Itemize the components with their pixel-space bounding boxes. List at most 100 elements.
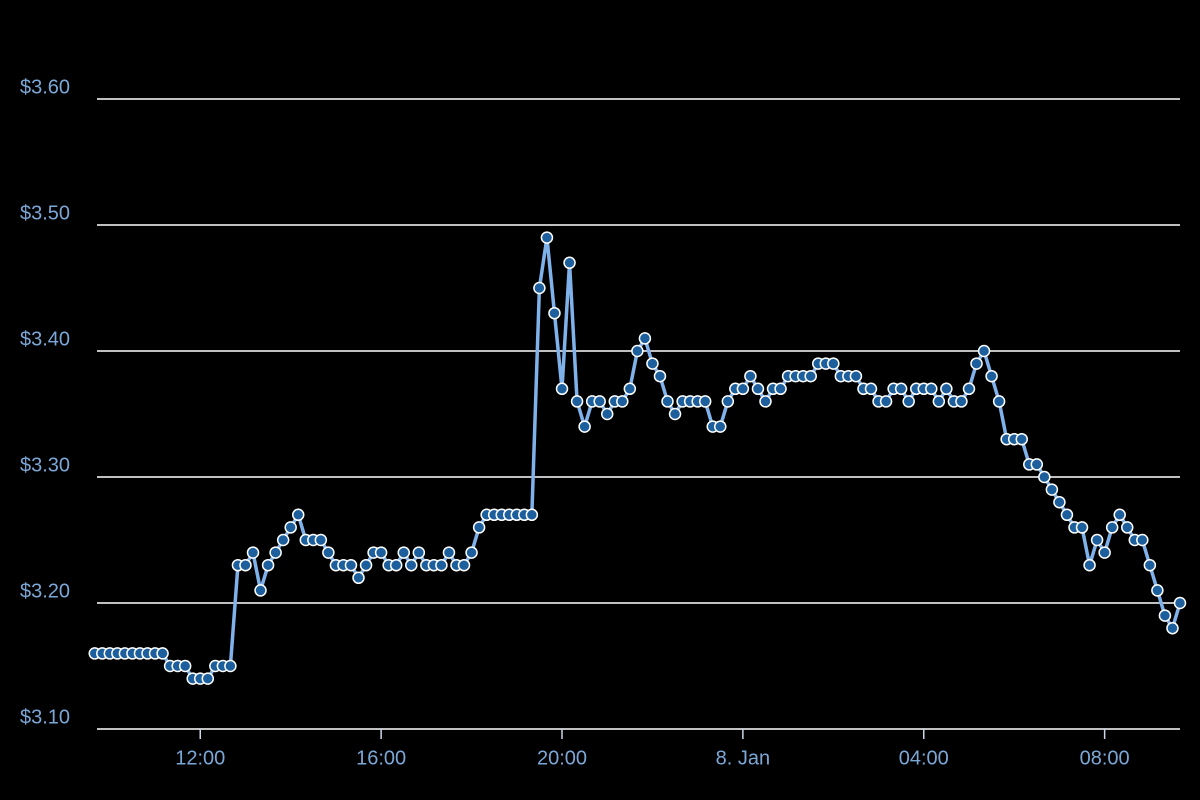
- data-point: [1113, 508, 1126, 522]
- data-point: [774, 382, 787, 396]
- data-point: [397, 546, 410, 559]
- data-point: [1053, 495, 1066, 509]
- data-point: [744, 369, 757, 383]
- data-point: [435, 558, 448, 572]
- data-point: [578, 420, 591, 433]
- price-line: [94, 235, 1182, 681]
- data-point: [465, 546, 478, 559]
- data-point: [879, 395, 893, 408]
- data-point: [894, 382, 908, 396]
- data-point: [1105, 521, 1119, 534]
- data-point: [668, 407, 682, 421]
- data-point: [864, 382, 878, 396]
- data-point: [1166, 621, 1179, 635]
- y-tick-label: $3.10: [20, 706, 70, 728]
- data-point: [638, 332, 652, 345]
- data-point: [1045, 483, 1059, 496]
- data-point: [412, 546, 426, 559]
- data-point: [653, 369, 667, 383]
- data-point: [714, 420, 727, 433]
- data-point: [1120, 521, 1134, 534]
- x-tick-label: 16:00: [356, 747, 406, 769]
- data-point: [254, 584, 267, 597]
- data-point: [661, 395, 674, 408]
- data-point: [992, 395, 1006, 408]
- data-point: [1015, 432, 1028, 446]
- data-point: [533, 281, 546, 295]
- data-point: [751, 382, 765, 396]
- data-point: [540, 231, 554, 244]
- data-point: [352, 571, 365, 585]
- data-point: [623, 382, 637, 396]
- data-point: [827, 357, 840, 370]
- data-point: [1030, 458, 1044, 471]
- data-point: [1090, 533, 1104, 547]
- data-point: [721, 395, 735, 408]
- data-point: [600, 407, 614, 421]
- data-point: [269, 546, 282, 559]
- data-point: [570, 395, 584, 408]
- data-point: [472, 521, 486, 534]
- data-point: [631, 344, 644, 358]
- data-point: [616, 395, 629, 408]
- data-point: [1038, 470, 1051, 484]
- data-point: [322, 546, 335, 559]
- data-point: [736, 382, 750, 396]
- data-point: [1173, 596, 1187, 610]
- data-point: [156, 647, 169, 660]
- data-point: [646, 357, 659, 370]
- data-point: [1060, 508, 1074, 522]
- data-point: [759, 395, 772, 408]
- data-point: [548, 306, 561, 320]
- data-point: [374, 546, 388, 559]
- data-point: [276, 533, 290, 547]
- x-tick-label: 08:00: [1080, 747, 1130, 769]
- data-point: [405, 558, 418, 572]
- data-point: [525, 508, 539, 522]
- data-point: [284, 521, 297, 534]
- y-tick-label: $3.40: [20, 328, 70, 350]
- data-point: [1143, 558, 1157, 572]
- data-point: [970, 357, 983, 370]
- y-tick-label: $3.60: [20, 76, 70, 98]
- x-tick-label: 20:00: [537, 747, 587, 769]
- data-point: [359, 558, 373, 572]
- data-point: [239, 558, 252, 572]
- data-point: [1158, 609, 1172, 622]
- data-point: [1083, 558, 1096, 572]
- data-point: [940, 382, 953, 396]
- data-point: [985, 369, 998, 383]
- data-point: [178, 659, 192, 673]
- data-point: [804, 369, 817, 383]
- x-tick-label: 12:00: [175, 747, 225, 769]
- data-point: [457, 558, 471, 572]
- data-point: [246, 546, 260, 559]
- data-point: [932, 395, 946, 408]
- data-point: [593, 395, 606, 408]
- data-point: [1098, 546, 1111, 559]
- data-point: [563, 256, 576, 270]
- data-point: [555, 382, 569, 396]
- data-point: [314, 533, 328, 547]
- data-point: [1151, 584, 1164, 597]
- data-point: [977, 344, 991, 358]
- data-point: [442, 546, 456, 559]
- data-point: [389, 558, 403, 572]
- data-point: [261, 558, 275, 572]
- data-point: [962, 382, 976, 396]
- data-point: [201, 672, 215, 685]
- y-tick-label: $3.30: [20, 454, 70, 476]
- y-tick-label: $3.20: [20, 580, 70, 602]
- x-tick-label: 04:00: [899, 747, 949, 769]
- data-point: [849, 369, 863, 383]
- data-point: [955, 395, 968, 408]
- data-point: [925, 382, 938, 396]
- data-point: [1136, 533, 1149, 547]
- data-point: [1075, 521, 1089, 534]
- data-point: [698, 395, 712, 408]
- y-tick-label: $3.50: [20, 202, 70, 224]
- data-point: [902, 395, 915, 408]
- data-point: [291, 508, 305, 522]
